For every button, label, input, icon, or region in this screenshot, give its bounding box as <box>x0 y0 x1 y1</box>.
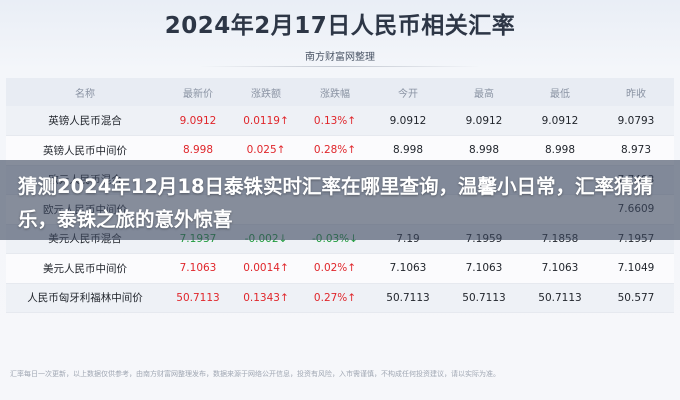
column-header: 昨收 <box>598 78 674 106</box>
table-cell-open: 50.7113 <box>370 283 446 313</box>
table-cell-change: 0.0014↑ <box>232 253 300 284</box>
table-cell-latest: 9.0912 <box>164 106 232 136</box>
table-cell-latest: 7.1063 <box>164 253 232 284</box>
header-divider <box>200 66 480 67</box>
table-row: 人民币匈牙利福林中间价 50.7113 0.1343↑ 0.27%↑ 50.7113 50… <box>6 283 674 313</box>
table-cell-prev: 7.1049 <box>598 253 674 284</box>
column-header: 名称 <box>6 78 164 106</box>
table-cell-open: 7.1063 <box>370 253 446 284</box>
source-subtitle: 南方财富网整理 <box>305 52 375 63</box>
table-row: 美元人民币中间价 7.1063 0.0014↑ 0.02%↑ 7.1063 7.1063 7… <box>6 253 674 284</box>
table-header-row: 名称 最新价 涨跌额 涨跌幅 今开 最高 最低 昨收 <box>6 78 674 106</box>
table-cell-pct: 0.27%↑ <box>300 283 370 313</box>
table-cell-pct: 0.02%↑ <box>300 253 370 284</box>
table-cell-change: 0.1343↑ <box>232 283 300 313</box>
column-header: 涨跌幅 <box>300 78 370 106</box>
table-cell-high: 7.1063 <box>446 253 522 284</box>
table-cell-prev: 50.577 <box>598 283 674 313</box>
title-overlay-band <box>0 160 680 240</box>
table-cell-prev: 9.0793 <box>598 106 674 136</box>
table-cell-change: 0.0119↑ <box>232 106 300 136</box>
table-cell-high: 50.7113 <box>446 283 522 313</box>
column-header: 最低 <box>522 78 598 106</box>
column-header: 今开 <box>370 78 446 106</box>
column-header: 最新价 <box>164 78 232 106</box>
table-cell-low: 7.1063 <box>522 253 598 284</box>
table-cell-pct: 0.13%↑ <box>300 106 370 136</box>
table-row: 英镑人民币混合 9.0912 0.0119↑ 0.13%↑ 9.0912 9.0912 9.… <box>6 106 674 136</box>
page-title: 2024年2月17日人民币相关汇率 <box>164 13 516 39</box>
table-cell-name: 英镑人民币混合 <box>6 106 164 136</box>
table-cell-name: 人民币匈牙利福林中间价 <box>6 283 164 313</box>
table-cell-name: 美元人民币中间价 <box>6 253 164 284</box>
disclaimer-footer: 汇率每日一次更新，以上数据仅供参考，由南方财富网整理发布，数据来源于网络公开信息… <box>10 370 500 378</box>
article-title: 猜测2024年12月18日泰铢实时汇率在哪里查询，温馨小日常，汇率猜猜乐，泰铢之… <box>18 175 654 231</box>
table-cell-open: 9.0912 <box>370 106 446 136</box>
column-header: 涨跌额 <box>232 78 300 106</box>
table-cell-low: 9.0912 <box>522 106 598 136</box>
table-cell-low: 50.7113 <box>522 283 598 313</box>
table-cell-high: 9.0912 <box>446 106 522 136</box>
table-cell-latest: 50.7113 <box>164 283 232 313</box>
column-header: 最高 <box>446 78 522 106</box>
